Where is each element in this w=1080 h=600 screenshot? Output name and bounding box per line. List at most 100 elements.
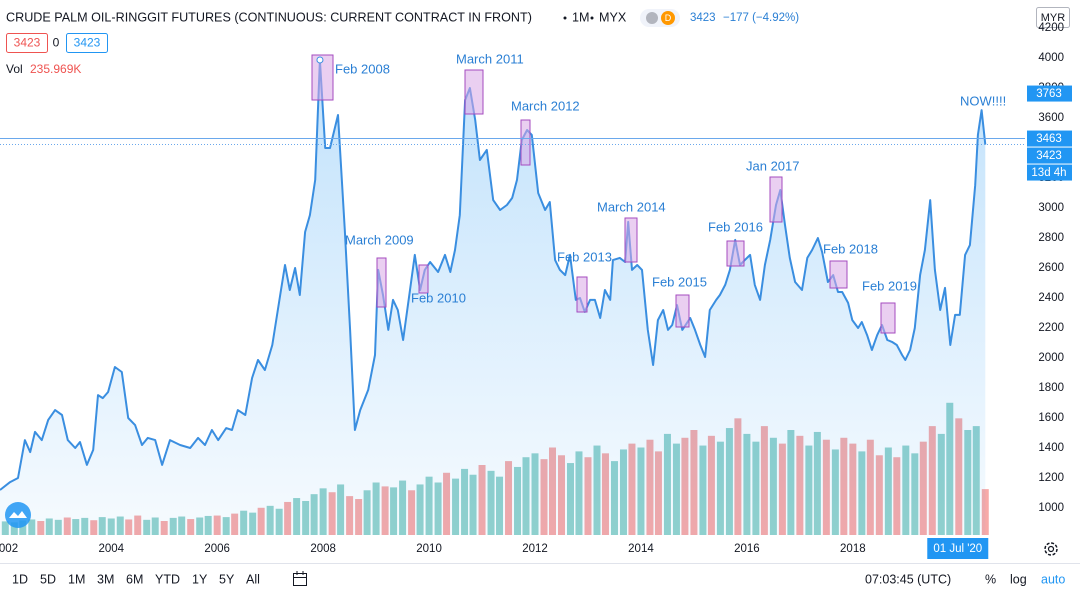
high-marker	[316, 56, 324, 64]
annotation-label: March 2011	[456, 51, 524, 66]
countdown-box	[1027, 164, 1072, 181]
annotation-label: Feb 2008	[335, 61, 390, 76]
y-tick-label: 3000	[1038, 202, 1064, 214]
auto-toggle[interactable]: auto	[1041, 572, 1065, 586]
y-tick-label: 1800	[1038, 382, 1064, 394]
x-tick-label: 2018	[840, 543, 866, 555]
annotation-label: Feb 2015	[652, 274, 707, 289]
x-tick-label: 2010	[416, 543, 442, 555]
y-tick-label: 1400	[1038, 442, 1064, 454]
interval: 1M	[572, 10, 590, 24]
annotation-box	[880, 302, 896, 334]
volume-label: Vol	[6, 62, 23, 76]
last-price-label-box	[1027, 147, 1072, 164]
price-area	[0, 60, 986, 535]
countdown: 13d 4h	[1031, 167, 1066, 179]
range-button[interactable]: 3M	[97, 572, 114, 586]
annotation-box	[418, 264, 429, 294]
annotation-box	[376, 257, 387, 308]
range-button[interactable]: YTD	[155, 572, 180, 586]
annotation-label: Jan 2017	[746, 158, 800, 173]
currency-box[interactable]	[1036, 7, 1070, 28]
settings-icon[interactable]	[1044, 542, 1058, 556]
status-dot	[646, 12, 658, 24]
annotation-label: Feb 2016	[708, 219, 763, 234]
prev-close-label: 3463	[1036, 133, 1062, 145]
annotation-label: Feb 2010	[411, 290, 466, 305]
y-tick-label: 1000	[1038, 502, 1064, 514]
annotation-label: NOW!!!!	[960, 93, 1006, 108]
x-tick-label: 2016	[734, 543, 760, 555]
logo[interactable]	[5, 502, 31, 528]
cursor-date-box	[927, 538, 989, 559]
annotation-label: Feb 2018	[823, 241, 878, 256]
last-price-label: 3423	[1036, 150, 1062, 162]
high-marker-label: 3763	[1036, 88, 1062, 100]
range-button[interactable]: 1D	[12, 572, 28, 586]
buy-price: 3423	[74, 36, 101, 50]
y-tick-label: 2200	[1038, 322, 1064, 334]
x-tick-label: 2014	[628, 543, 654, 555]
annotation-box	[576, 276, 588, 313]
y-tick-label: 2400	[1038, 292, 1064, 304]
x-tick-label: 2006	[204, 543, 230, 555]
cursor-date: 01 Jul '20	[933, 543, 982, 555]
y-tick-label: 2800	[1038, 232, 1064, 244]
delay-badge-text: D	[665, 13, 672, 23]
y-tick-label: 4200	[1038, 22, 1064, 34]
annotation-box	[624, 217, 638, 263]
range-button[interactable]: 5Y	[219, 572, 235, 586]
annotation-box	[675, 294, 690, 328]
range-button[interactable]: 5D	[40, 572, 56, 586]
exchange: MYX	[599, 10, 627, 24]
annotation-label: March 2014	[597, 199, 666, 214]
x-tick-label: 2004	[98, 543, 124, 555]
annotation-label: Feb 2013	[557, 249, 612, 264]
prev-close-label-box	[1027, 130, 1072, 147]
annotation-box	[769, 176, 783, 223]
clock: 07:03:45 (UTC)	[865, 572, 951, 586]
price-line	[0, 59, 987, 491]
annotation-label: March 2012	[511, 98, 580, 113]
separator-dot	[563, 16, 567, 20]
annotation-box	[726, 240, 745, 267]
volume-value: 235.969K	[30, 62, 81, 76]
symbol-title: CRUDE PALM OIL-RINGGIT FUTURES (CONTINUO…	[6, 10, 532, 24]
plot-area: Feb 2008 March 2009 Feb 2010 March 2011 Marc…	[0, 51, 1006, 535]
y-tick-label: 3600	[1038, 112, 1064, 124]
sell-price: 3423	[14, 36, 41, 50]
x-tick-label: 2012	[522, 543, 548, 555]
x-tick-label: 2008	[310, 543, 336, 555]
last-price: 3423	[690, 12, 716, 24]
y-tick-label: 4000	[1038, 52, 1064, 64]
y-tick-label: 1200	[1038, 472, 1064, 484]
annotation-label: Feb 2019	[862, 278, 917, 293]
range-button[interactable]: 1M	[68, 572, 85, 586]
annotation-box	[520, 119, 531, 166]
log-toggle[interactable]: log	[1010, 572, 1027, 586]
spread: 0	[53, 36, 60, 50]
annotation-box	[311, 54, 334, 101]
separator-dot	[590, 16, 594, 20]
range-button[interactable]: 6M	[126, 572, 143, 586]
annotation-box	[464, 69, 484, 115]
overlay: CRUDE PALM OIL-RINGGIT FUTURES (CONTINUO…	[5, 7, 1070, 586]
date-range-icon[interactable]	[293, 571, 307, 586]
delay-badge	[661, 11, 675, 25]
buy-button[interactable]	[66, 33, 108, 53]
annotation-box	[829, 260, 848, 289]
y-tick-label: 1600	[1038, 412, 1064, 424]
price-change: −177 (−4.92%)	[723, 12, 799, 24]
annotation-label: March 2009	[345, 232, 414, 247]
y-tick-label: 2000	[1038, 352, 1064, 364]
percent-toggle[interactable]: %	[985, 572, 996, 586]
high-marker-label-box	[1027, 85, 1072, 102]
range-button[interactable]: All	[246, 572, 260, 586]
logo-shape	[9, 511, 27, 518]
currency: MYR	[1041, 12, 1066, 24]
y-tick-label: 2600	[1038, 262, 1064, 274]
sell-button[interactable]	[6, 33, 48, 53]
range-button[interactable]: 1Y	[192, 572, 208, 586]
